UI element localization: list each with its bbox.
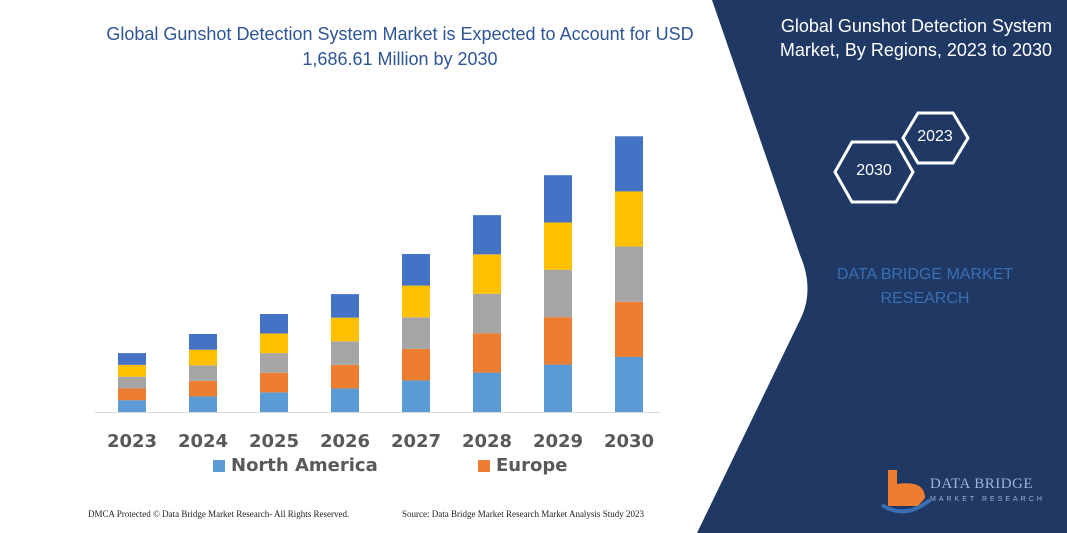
legend-swatch [478, 459, 490, 472]
bar-segment-2029-series-3 [544, 222, 572, 270]
bar-segment-2023-series-0 [118, 400, 146, 412]
bar-segment-2024-series-3 [189, 349, 217, 366]
bar-segment-2024-series-0 [189, 396, 217, 412]
bar-segment-2025-series-3 [260, 333, 288, 354]
x-tick-label: 2026 [320, 431, 370, 452]
bar-segment-2023-series-1 [118, 388, 146, 401]
logo-text: DATA BRIDGE [930, 476, 1034, 492]
stacked-bar-chart: 2023 2024 2025 2026 2027 2028 2029 2030 [95, 136, 660, 452]
bar-segment-2024-series-4 [189, 333, 217, 350]
legend-label: Europe [496, 455, 568, 476]
bar-segment-2030-series-2 [615, 246, 643, 302]
bar-segment-2023-series-3 [118, 364, 146, 377]
x-tick-label: 2030 [604, 431, 654, 452]
bar-segment-2025-series-1 [260, 372, 288, 393]
bar-segment-2029-series-4 [544, 175, 572, 223]
x-tick-label: 2027 [391, 431, 441, 452]
bar-segment-2028-series-1 [473, 333, 501, 373]
legend-item-north-america: North America [213, 455, 378, 476]
bar-segment-2026-series-1 [331, 364, 359, 389]
footer-source: Source: Data Bridge Market Research Mark… [402, 509, 644, 519]
side-panel-title: Global Gunshot Detection System Market, … [779, 16, 1052, 60]
bar-segment-2025-series-4 [260, 314, 288, 334]
bar-segment-2027-series-3 [402, 285, 430, 318]
bar-segment-2024-series-2 [189, 365, 217, 381]
hex-2023-shape [901, 111, 970, 165]
bar-segment-2026-series-0 [331, 388, 359, 412]
hex-2030-label: 2030 [856, 162, 892, 179]
bar-segment-2025-series-0 [260, 392, 288, 412]
hex-2030-shape [833, 140, 915, 204]
footer-copyright: DMCA Protected © Data Bridge Market Rese… [88, 509, 350, 519]
bar-segment-2023-series-2 [118, 376, 146, 389]
bar-segment-2028-series-4 [473, 215, 501, 255]
hex-2023-label: 2023 [917, 128, 953, 145]
logo-subtext: MARKET RESEARCH [930, 496, 1045, 503]
bar-segment-2026-series-2 [331, 341, 359, 365]
logo-icon [880, 470, 932, 514]
bar-segment-2026-series-3 [331, 317, 359, 342]
legend-label: North America [231, 455, 378, 476]
bar-segment-2027-series-2 [402, 317, 430, 349]
bar-segment-2024-series-1 [189, 380, 217, 397]
bar-segment-2027-series-1 [402, 348, 430, 381]
x-tick-label: 2028 [462, 431, 512, 452]
bar-segment-2030-series-1 [615, 301, 643, 357]
brand-text: DATA BRIDGE MARKET RESEARCH [836, 266, 1014, 307]
bar-segment-2030-series-0 [615, 356, 643, 412]
chart-title: Global Gunshot Detection System Market i… [106, 24, 694, 69]
bar-segment-2028-series-3 [473, 254, 501, 294]
legend-item-europe: Europe [478, 455, 567, 476]
bar-segment-2029-series-1 [544, 317, 572, 365]
bar-segment-2030-series-3 [615, 191, 643, 247]
x-tick-label: 2024 [178, 431, 228, 452]
bar-segment-2029-series-0 [544, 364, 572, 412]
x-tick-label: 2025 [249, 431, 299, 452]
bar-segment-2025-series-2 [260, 353, 288, 373]
bar-segment-2030-series-4 [615, 136, 643, 192]
bar-segment-2026-series-4 [331, 294, 359, 318]
x-tick-label: 2023 [107, 431, 157, 452]
bar-segment-2027-series-0 [402, 380, 430, 412]
bar-segment-2028-series-2 [473, 293, 501, 334]
bar-segment-2028-series-0 [473, 372, 501, 412]
bar-segment-2029-series-2 [544, 269, 572, 318]
bar-segment-2027-series-4 [402, 254, 430, 286]
bar-segment-2023-series-4 [118, 353, 146, 365]
legend-swatch [213, 459, 225, 472]
x-tick-label: 2029 [533, 431, 583, 452]
